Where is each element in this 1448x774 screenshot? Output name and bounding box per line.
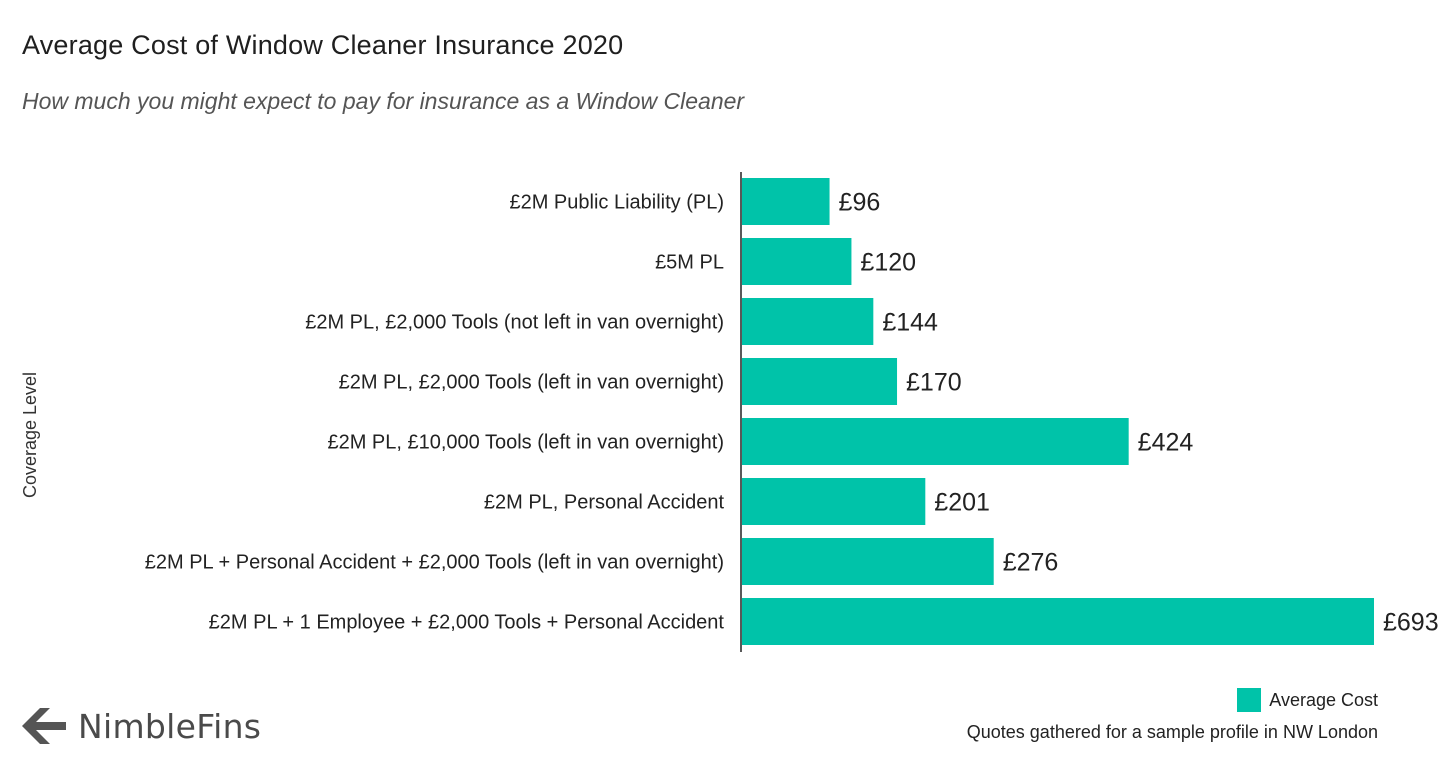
nimblefins-logo: NimbleFins (20, 706, 261, 746)
category-label: £2M PL, Personal Accident (484, 492, 725, 514)
value-label: £201 (934, 489, 990, 517)
category-label: £2M PL, £10,000 Tools (left in van overn… (327, 432, 724, 454)
category-label: £2M Public Liability (PL) (509, 192, 724, 214)
value-label: £144 (882, 309, 938, 337)
value-label: £693 (1383, 609, 1439, 637)
value-label: £276 (1003, 549, 1059, 577)
bar (742, 418, 1129, 465)
category-label: £2M PL, £2,000 Tools (not left in van ov… (305, 312, 724, 334)
category-label: £2M PL + 1 Employee + £2,000 Tools + Per… (209, 612, 725, 634)
bars-group: £2M Public Liability (PL) £96 £5M PL £120 £2… (145, 178, 1439, 645)
bar (742, 298, 874, 345)
category-label: £2M PL, £2,000 Tools (left in van overni… (339, 372, 724, 394)
value-label: £120 (860, 249, 916, 277)
category-label: £5M PL (655, 252, 724, 274)
bar (742, 598, 1374, 645)
category-label: £2M PL + Personal Accident + £2,000 Tool… (145, 552, 724, 574)
logo-arrow-icon (22, 708, 66, 744)
value-label: £96 (839, 189, 881, 217)
value-label: £424 (1138, 429, 1194, 457)
legend: Average Cost (1237, 688, 1378, 712)
source-note: Quotes gathered for a sample profile in … (966, 722, 1378, 742)
bar (742, 538, 994, 585)
chart-title: Average Cost of Window Cleaner Insurance… (22, 30, 624, 60)
legend-label: Average Cost (1269, 689, 1378, 710)
bar (742, 178, 830, 225)
legend-swatch (1237, 688, 1262, 712)
bar (742, 238, 852, 285)
y-axis-title: Coverage Level (20, 372, 40, 498)
logo-text: NimbleFins (78, 706, 262, 746)
value-label: £170 (906, 369, 962, 397)
bar (742, 478, 926, 525)
bar (742, 358, 898, 405)
chart-subtitle: How much you might expect to pay for ins… (22, 88, 745, 114)
